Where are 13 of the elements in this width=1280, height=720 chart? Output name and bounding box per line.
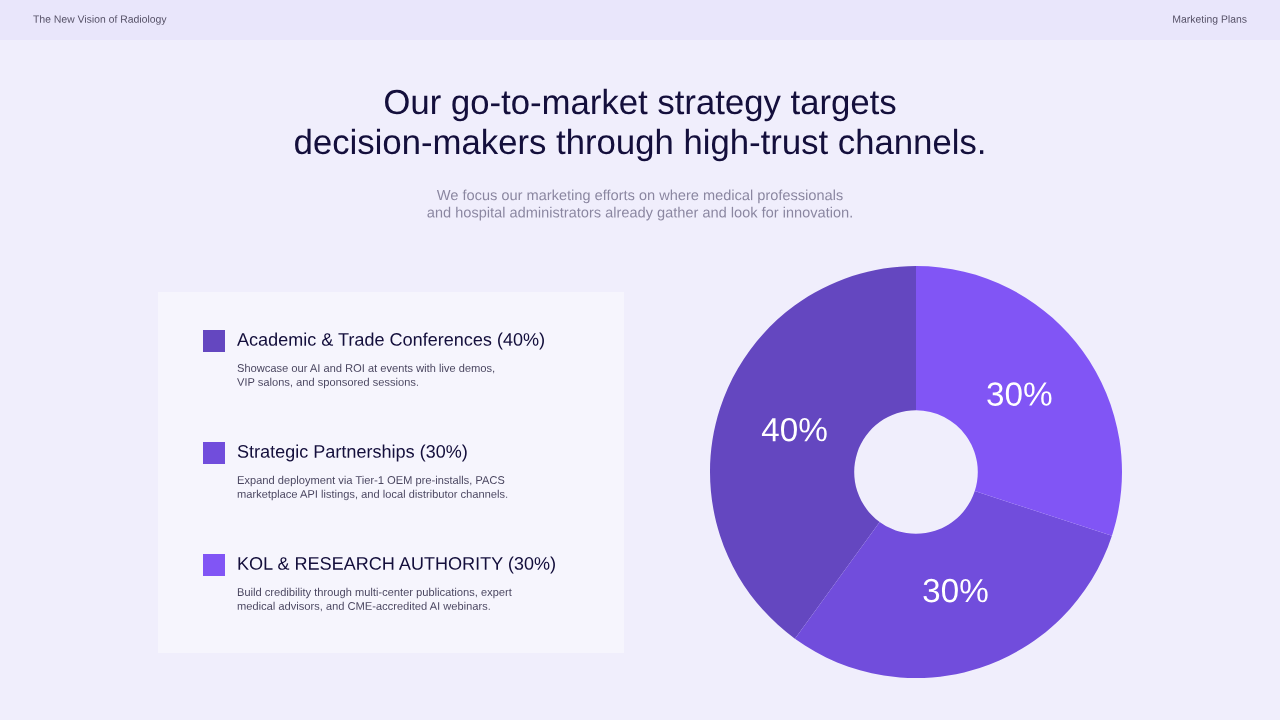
legend-label: Strategic Partnerships (30%) [237,444,467,462]
legend-label: Academic & Trade Conferences (40%) [237,332,544,350]
text: Showcase our AI and ROI at events with live demos, VIP salons, and sponsored sessions. [237,363,495,389]
chart-subtitle: We focus our marketing efforts on where medical professionals and hospital administrators already gather and look for innovation. [427,189,852,221]
text: The New Vision of Radiology [33,15,167,25]
text: Build credibility through multi-center publications, expert medical advisors, and CME-accredited AI webinars. [237,587,512,612]
text: Marketing Plans [1173,15,1247,25]
data-label: 30% [923,578,988,603]
legend-label: KOL & RESEARCH AUTHORITY (30%) [238,556,555,574]
text: Expand deployment via Tier-1 OEM pre-installs, PACS marketplace API listings, and local distributor channels. [237,475,508,501]
data-label: 40% [761,417,827,442]
chart-title: Our go-to-market strategy targets decision-makers through high-trust channels. [295,88,984,162]
data-label: 30% [987,382,1052,406]
